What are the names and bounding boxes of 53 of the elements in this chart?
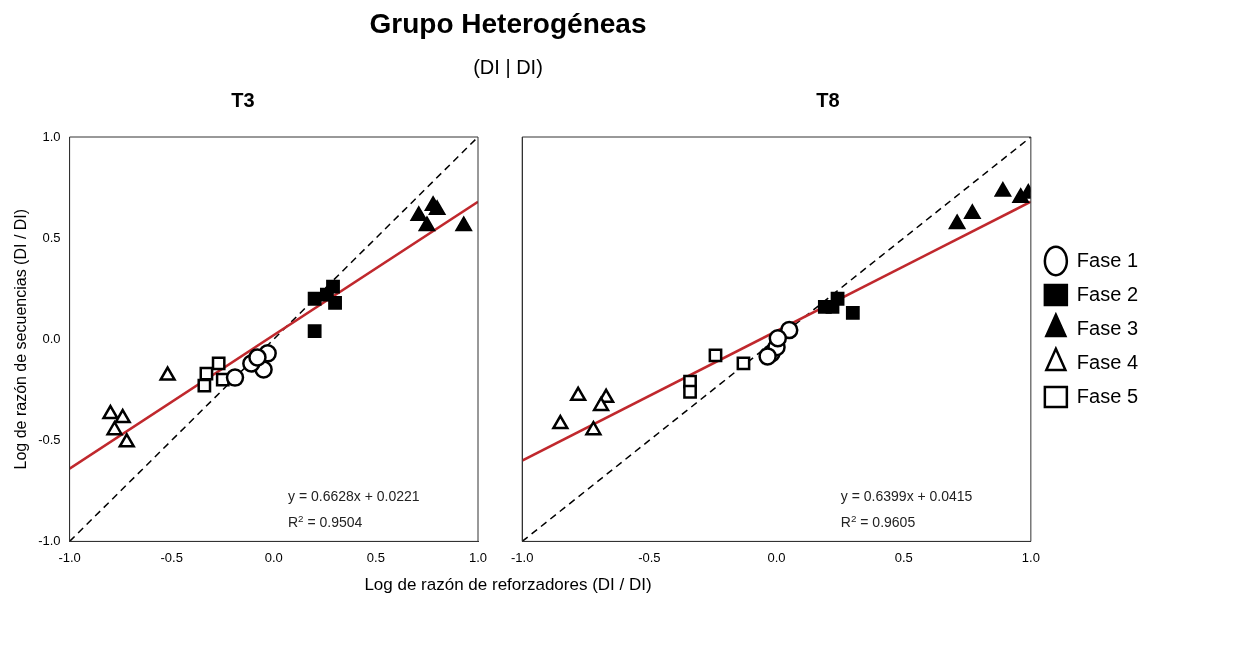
point (307, 291, 322, 306)
point (768, 328, 788, 348)
point (197, 378, 212, 393)
y-tick-label: -0.5 (38, 431, 61, 447)
x-tick-label: -0.5 (160, 549, 183, 565)
point (683, 384, 697, 399)
point (585, 420, 602, 436)
annotation: y = 0.6399x + 0.0415 (840, 488, 973, 505)
point (428, 200, 446, 216)
point (592, 396, 610, 412)
x-tick-label: -1.0 (511, 549, 534, 565)
point (845, 306, 860, 320)
point (736, 356, 751, 371)
point (964, 204, 981, 220)
legend-label: Fase 1 (1076, 248, 1139, 271)
point (569, 386, 587, 402)
point (708, 348, 723, 363)
text: Grupo Heterogéneas (368, 8, 648, 40)
point (248, 348, 267, 367)
point (552, 414, 569, 430)
legend-label: Fase 4 (1076, 350, 1139, 373)
point (225, 368, 245, 387)
point (758, 347, 777, 366)
point (418, 216, 436, 232)
point (994, 182, 1012, 197)
y-tick-label: 0.5 (42, 229, 61, 245)
chart-title: T8 (816, 88, 840, 111)
x-tick-label: 0.5 (366, 549, 385, 565)
x-tick-label: -0.5 (638, 549, 661, 565)
legend-label: Fase 3 (1076, 316, 1139, 339)
point (948, 214, 966, 230)
point (307, 324, 322, 339)
x-axis-title: Log de razón de reforzadores (DI / DI) (363, 575, 653, 595)
legend-label: Fase 2 (1076, 282, 1139, 305)
legend-label: Fase 5 (1076, 384, 1139, 407)
point (211, 356, 226, 371)
point (319, 287, 334, 302)
y-axis-title: Log de razón de secuencias (DI / DI) (12, 208, 30, 470)
x-tick-label: 0.0 (264, 549, 283, 565)
annotation: y = 0.6628x + 0.0221 (288, 488, 420, 505)
x-tick-label: 1.0 (468, 549, 488, 565)
text: (DI | DI) (472, 56, 544, 79)
point (199, 366, 214, 381)
y-tick-label: 0.0 (42, 330, 61, 346)
y-tick-label: -1.0 (38, 532, 61, 548)
x-tick-label: -1.0 (58, 549, 81, 565)
point (455, 216, 472, 232)
point (410, 206, 427, 222)
x-tick-label: 0.5 (894, 549, 913, 565)
x-tick-label: 1.0 (1021, 549, 1040, 565)
y-tick-label: 1.0 (42, 128, 61, 144)
chart-title: T3 (231, 88, 255, 111)
x-tick-label: 0.0 (767, 549, 786, 565)
